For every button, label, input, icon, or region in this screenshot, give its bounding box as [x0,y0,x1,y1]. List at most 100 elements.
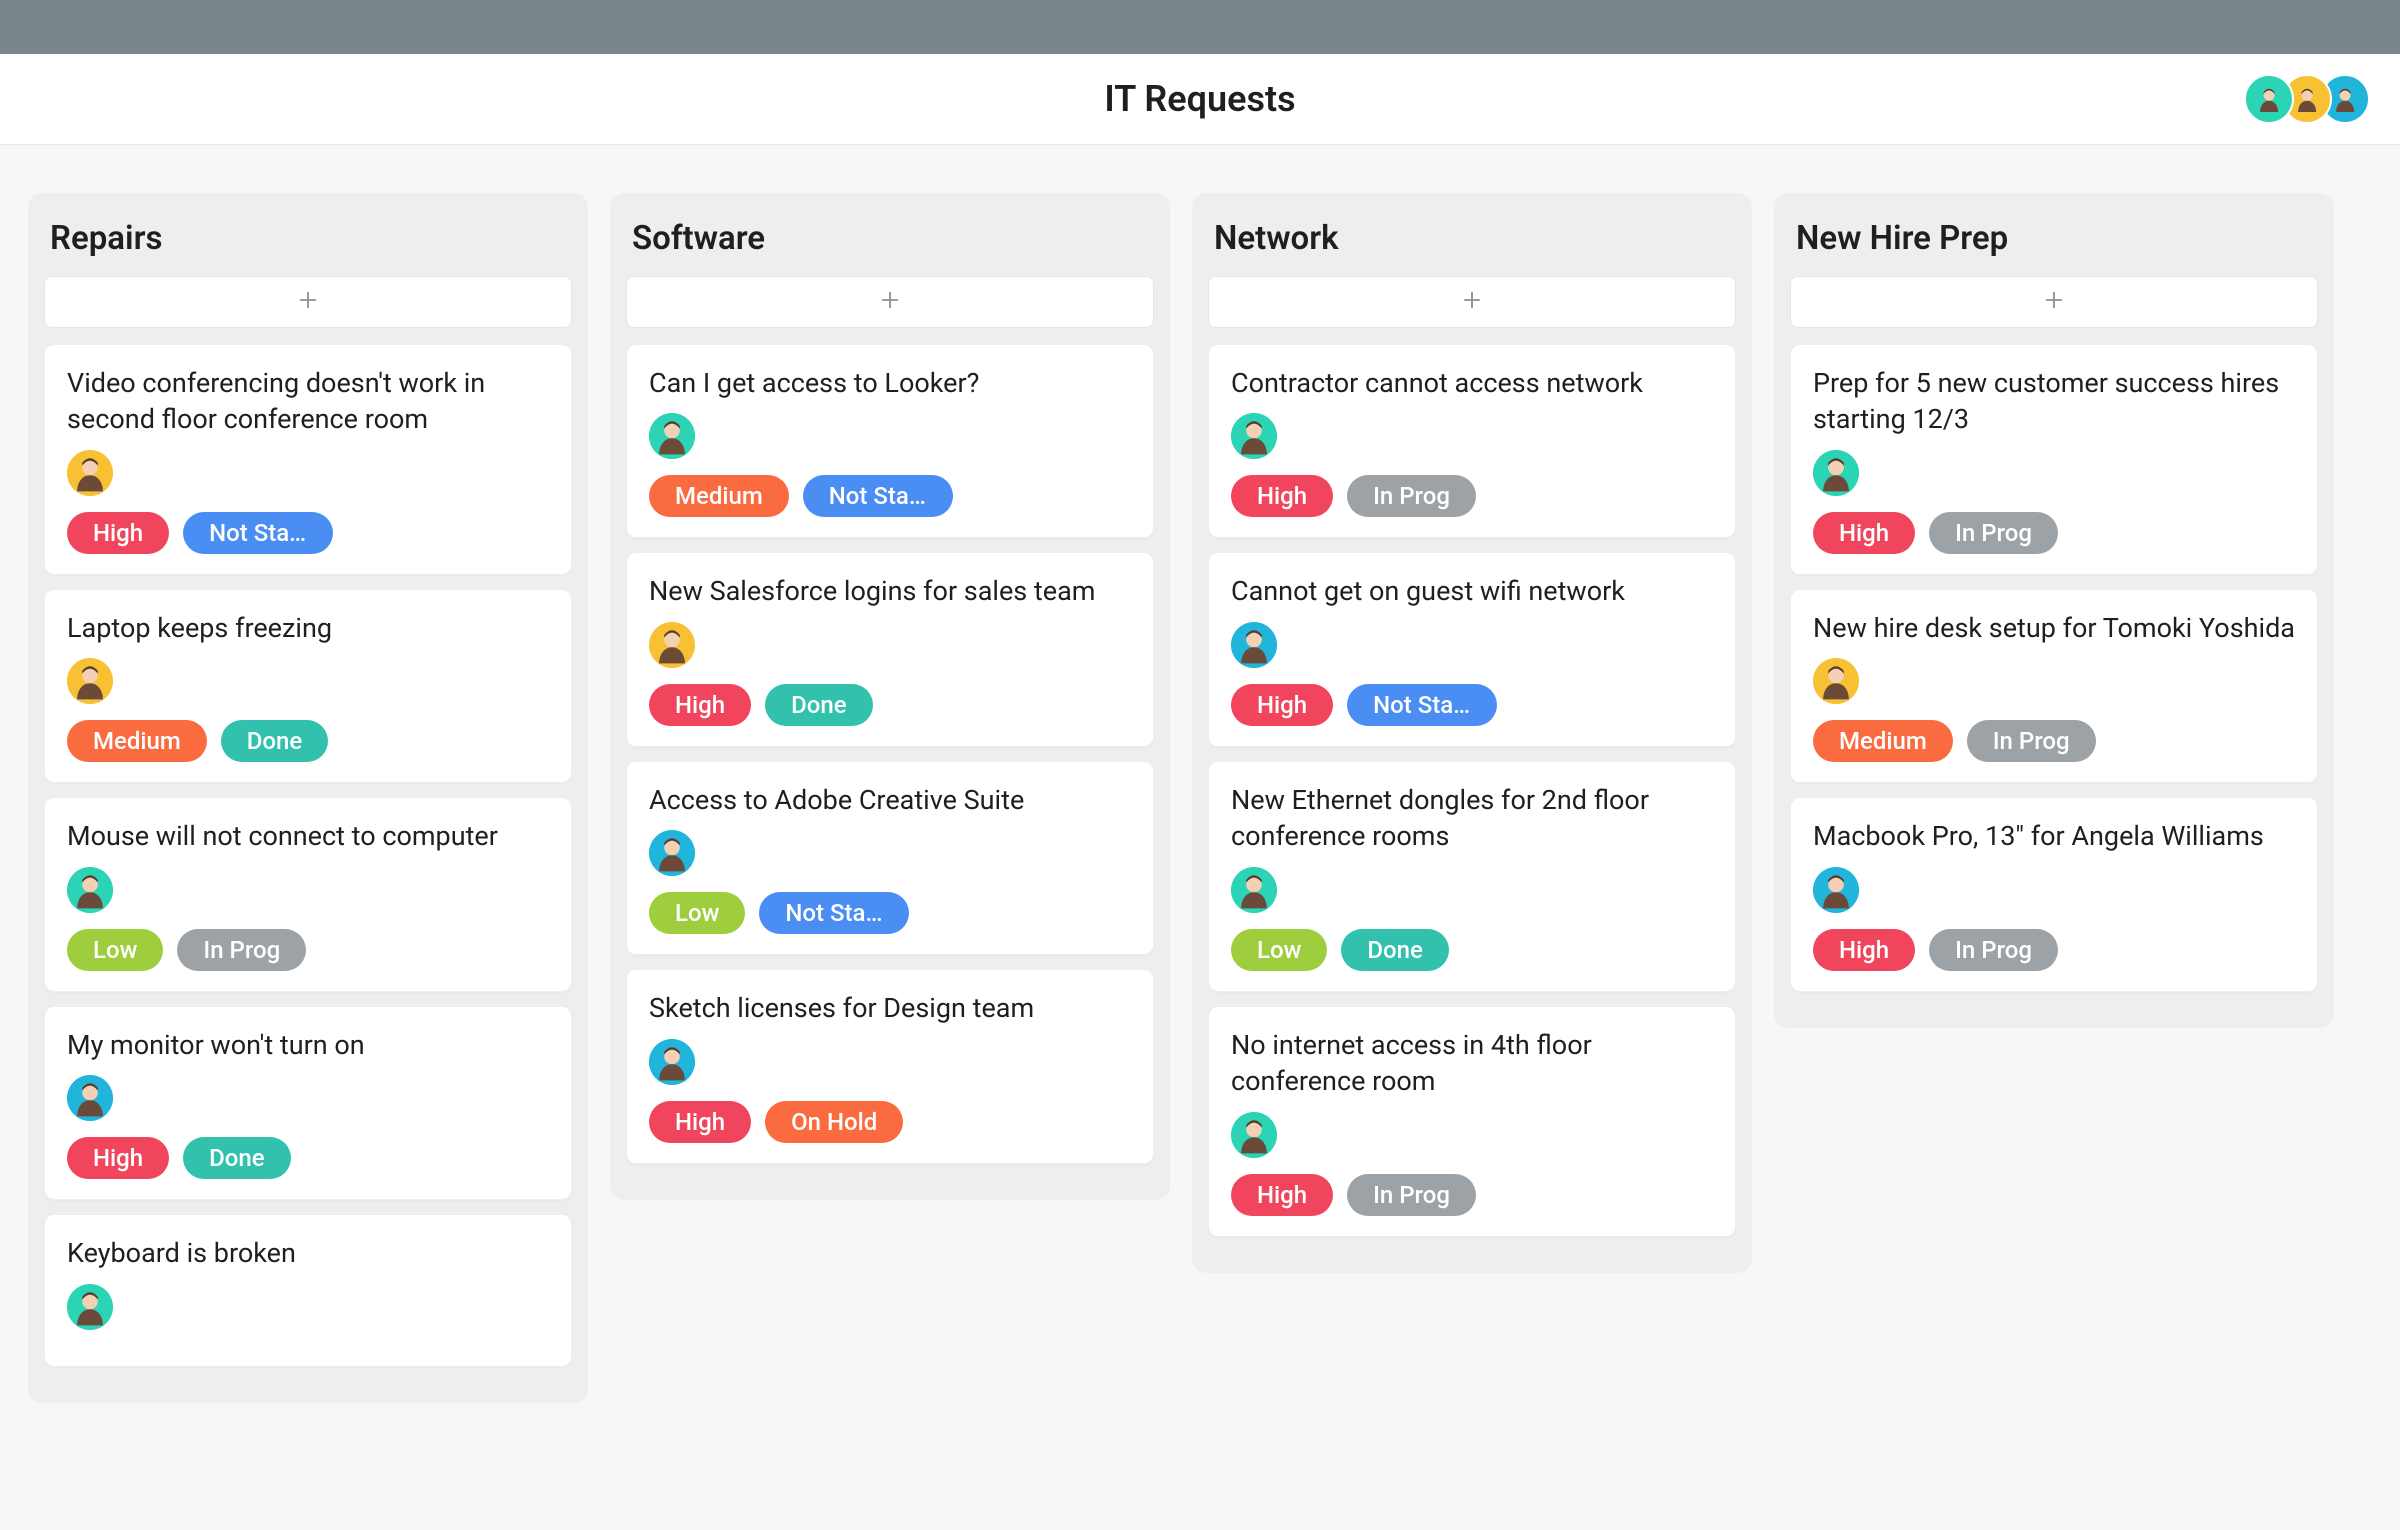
plus-icon [1461,289,1483,315]
assignee-avatar[interactable] [67,867,113,913]
card-tags: Medium Done [67,720,549,762]
task-card[interactable]: Video conferencing doesn't work in secon… [44,344,572,575]
tag[interactable]: Done [1341,929,1449,971]
task-card[interactable]: New Salesforce logins for sales team High… [626,552,1154,746]
tag[interactable]: In Prog [1347,475,1476,517]
tag[interactable]: Medium [649,475,789,517]
header-avatar[interactable] [2244,74,2294,124]
task-card[interactable]: Keyboard is broken [44,1214,572,1366]
tag[interactable]: On Hold [765,1101,903,1143]
card-tags: High In Prog [1813,929,2295,971]
assignee-avatar[interactable] [649,413,695,459]
tag[interactable]: Not Star… [759,892,909,934]
tag[interactable]: High [67,1137,169,1179]
card-title: New Salesforce logins for sales team [649,573,1131,609]
assignee-avatar[interactable] [67,450,113,496]
card-tags: Low Done [1231,929,1713,971]
task-card[interactable]: No internet access in 4th floor conferen… [1208,1006,1736,1237]
task-card[interactable]: Cannot get on guest wifi network High Not … [1208,552,1736,746]
tag[interactable]: High [67,512,169,554]
assignee-avatar[interactable] [67,658,113,704]
plus-icon [879,289,901,315]
card-title: New hire desk setup for Tomoki Yoshida [1813,610,2295,646]
tag[interactable]: Medium [1813,720,1953,762]
tag[interactable]: Done [221,720,329,762]
task-card[interactable]: Access to Adobe Creative SuiteLowNot Sta… [626,761,1154,955]
assignee-avatar[interactable] [67,1075,113,1121]
board-column: Software Can I get access to Looker?Mediu… [610,193,1170,1200]
tag[interactable]: Not Star… [803,475,953,517]
assignee-avatar[interactable] [67,1284,113,1330]
task-card[interactable]: Sketch licenses for Design team High On Ho… [626,969,1154,1163]
tag[interactable]: Done [183,1137,291,1179]
tag[interactable]: In Prog [1967,720,2096,762]
assignee-avatar[interactable] [649,830,695,876]
column-title: New Hire Prep [1790,211,2318,276]
assignee-avatar[interactable] [649,622,695,668]
assignee-avatar[interactable] [1231,622,1277,668]
add-card-button[interactable] [626,276,1154,328]
task-card[interactable]: Prep for 5 new customer success hires st… [1790,344,2318,575]
assignee-avatar[interactable] [649,1039,695,1085]
tag[interactable]: Low [649,892,745,934]
task-card[interactable]: Macbook Pro, 13" for Angela WilliamsHigh… [1790,797,2318,991]
assignee-avatar[interactable] [1231,413,1277,459]
tag[interactable]: High [1231,475,1333,517]
card-title: Laptop keeps freezing [67,610,549,646]
tag[interactable]: Low [1231,929,1327,971]
card-title: Mouse will not connect to computer [67,818,549,854]
tag[interactable]: High [649,684,751,726]
tag[interactable]: Low [67,929,163,971]
tag[interactable]: Not Star… [183,512,333,554]
column-title: Software [626,211,1154,276]
page-header: IT Requests [0,54,2400,145]
tag[interactable]: High [1813,512,1915,554]
task-card[interactable]: Mouse will not connect to computer Low In … [44,797,572,991]
assignee-avatar[interactable] [1231,867,1277,913]
task-card[interactable]: Contractor cannot access network High In P… [1208,344,1736,538]
tag[interactable]: High [1231,1174,1333,1216]
tag[interactable]: Not Star… [1347,684,1497,726]
assignee-avatar[interactable] [1813,658,1859,704]
assignee-avatar[interactable] [1231,1112,1277,1158]
assignee-avatar[interactable] [1813,450,1859,496]
assignee-avatar[interactable] [1813,867,1859,913]
tag[interactable]: Done [765,684,873,726]
tag[interactable]: High [649,1101,751,1143]
card-tags: High Not Star… [67,512,549,554]
column-title: Network [1208,211,1736,276]
column-title: Repairs [44,211,572,276]
tag[interactable]: In Prog [177,929,306,971]
tag[interactable]: High [1813,929,1915,971]
card-title: Cannot get on guest wifi network [1231,573,1713,609]
board-column: Repairs Video conferencing doesn't work i… [28,193,588,1403]
card-tags: Low Not Star… [649,892,1131,934]
add-card-button[interactable] [44,276,572,328]
card-title: New Ethernet dongles for 2nd floor confe… [1231,782,1713,855]
card-title: Sketch licenses for Design team [649,990,1131,1026]
task-card[interactable]: Laptop keeps freezing Medium Done [44,589,572,783]
card-title: Contractor cannot access network [1231,365,1713,401]
tag[interactable]: In Prog [1929,512,2058,554]
card-title: My monitor won't turn on [67,1027,549,1063]
plus-icon [2043,289,2065,315]
task-card[interactable]: New hire desk setup for Tomoki Yoshida Me… [1790,589,2318,783]
card-tags: High In Prog [1231,1174,1713,1216]
card-tags: Medium Not Star… [649,475,1131,517]
tag[interactable]: High [1231,684,1333,726]
card-tags: Medium In Prog [1813,720,2295,762]
top-bar [0,0,2400,54]
card-title: Prep for 5 new customer success hires st… [1813,365,2295,438]
card-tags: High Done [67,1137,549,1179]
tag[interactable]: Medium [67,720,207,762]
card-title: No internet access in 4th floor conferen… [1231,1027,1713,1100]
card-title: Video conferencing doesn't work in secon… [67,365,549,438]
add-card-button[interactable] [1790,276,2318,328]
task-card[interactable]: Can I get access to Looker?MediumNot Sta… [626,344,1154,538]
add-card-button[interactable] [1208,276,1736,328]
tag[interactable]: In Prog [1347,1174,1476,1216]
task-card[interactable]: New Ethernet dongles for 2nd floor confe… [1208,761,1736,992]
tag[interactable]: In Prog [1929,929,2058,971]
card-tags: High Not Star… [1231,684,1713,726]
task-card[interactable]: My monitor won't turn on High Done [44,1006,572,1200]
